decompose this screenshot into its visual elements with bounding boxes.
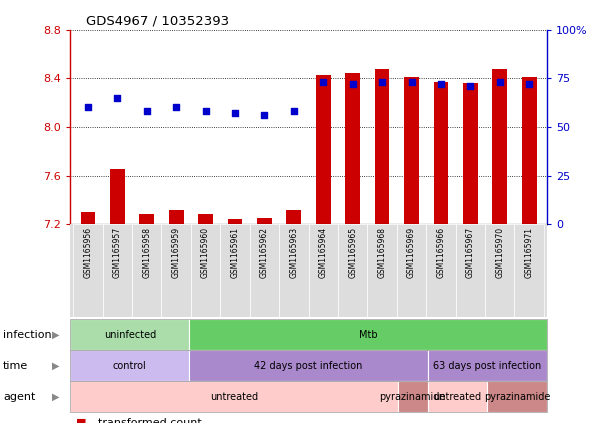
- Bar: [397, 224, 426, 317]
- Point: [83, 104, 93, 111]
- Bar: [189, 319, 547, 350]
- Bar: [434, 82, 448, 224]
- Bar: [70, 319, 547, 350]
- Bar: [73, 224, 103, 317]
- Text: GSM1165971: GSM1165971: [525, 227, 533, 278]
- Bar: [103, 224, 132, 317]
- Bar: [191, 224, 221, 317]
- Bar: [70, 381, 547, 412]
- Point: [495, 79, 505, 85]
- Point: [260, 112, 269, 118]
- Text: control: control: [113, 361, 147, 371]
- Bar: [456, 224, 485, 317]
- Bar: [279, 224, 309, 317]
- Text: time: time: [3, 361, 28, 371]
- Text: GSM1165960: GSM1165960: [201, 227, 210, 278]
- Text: GSM1165957: GSM1165957: [113, 227, 122, 278]
- Text: GSM1165961: GSM1165961: [230, 227, 240, 278]
- Text: 63 days post infection: 63 days post infection: [433, 361, 541, 371]
- Bar: [287, 210, 301, 224]
- Text: GSM1165966: GSM1165966: [436, 227, 445, 278]
- Bar: [81, 212, 95, 224]
- Text: pyrazinamide: pyrazinamide: [484, 392, 551, 401]
- Text: GDS4967 / 10352393: GDS4967 / 10352393: [86, 15, 229, 28]
- Bar: [514, 224, 544, 317]
- Text: GSM1165967: GSM1165967: [466, 227, 475, 278]
- Point: [112, 94, 122, 101]
- Bar: [375, 69, 389, 224]
- Point: [142, 108, 152, 115]
- Bar: [398, 381, 428, 412]
- Text: GSM1165963: GSM1165963: [290, 227, 298, 278]
- Text: GSM1165965: GSM1165965: [348, 227, 357, 278]
- Text: ▶: ▶: [52, 330, 59, 340]
- Bar: [485, 224, 514, 317]
- Text: pyrazinamide: pyrazinamide: [379, 392, 446, 401]
- Text: GSM1165956: GSM1165956: [84, 227, 92, 278]
- Bar: [488, 381, 547, 412]
- Text: GSM1165962: GSM1165962: [260, 227, 269, 278]
- Bar: [221, 224, 250, 317]
- Text: uninfected: uninfected: [104, 330, 156, 340]
- Point: [230, 110, 240, 117]
- Text: transformed count: transformed count: [98, 418, 202, 423]
- Bar: [428, 350, 547, 381]
- Text: GSM1165958: GSM1165958: [142, 227, 152, 278]
- Bar: [426, 224, 456, 317]
- Bar: [139, 214, 154, 224]
- Point: [289, 108, 299, 115]
- Point: [200, 108, 210, 115]
- Text: infection: infection: [3, 330, 52, 340]
- Text: Mtb: Mtb: [359, 330, 378, 340]
- Bar: [169, 210, 183, 224]
- Bar: [522, 77, 536, 224]
- Text: GSM1165964: GSM1165964: [319, 227, 327, 278]
- Point: [318, 79, 328, 85]
- Text: untreated: untreated: [210, 392, 258, 401]
- Text: ▶: ▶: [52, 392, 59, 401]
- Bar: [492, 69, 507, 224]
- Bar: [428, 381, 488, 412]
- Bar: [198, 214, 213, 224]
- Bar: [345, 74, 360, 224]
- Text: 42 days post infection: 42 days post infection: [254, 361, 363, 371]
- Point: [171, 104, 181, 111]
- Bar: [404, 77, 419, 224]
- Point: [407, 79, 417, 85]
- Text: GSM1165959: GSM1165959: [172, 227, 181, 278]
- Bar: [228, 220, 243, 224]
- Bar: [70, 224, 547, 317]
- Bar: [189, 350, 428, 381]
- Text: GSM1165968: GSM1165968: [378, 227, 387, 278]
- Point: [348, 81, 357, 88]
- Bar: [161, 224, 191, 317]
- Text: GSM1165969: GSM1165969: [407, 227, 416, 278]
- Text: ▶: ▶: [52, 361, 59, 371]
- Bar: [463, 83, 478, 224]
- Point: [524, 81, 534, 88]
- Bar: [70, 319, 189, 350]
- Bar: [338, 224, 367, 317]
- Point: [436, 81, 446, 88]
- Bar: [367, 224, 397, 317]
- Text: GSM1165970: GSM1165970: [496, 227, 504, 278]
- Bar: [70, 350, 547, 381]
- Text: ■: ■: [76, 418, 87, 423]
- Point: [377, 79, 387, 85]
- Bar: [70, 381, 398, 412]
- Bar: [316, 74, 331, 224]
- Bar: [70, 350, 189, 381]
- Bar: [132, 224, 161, 317]
- Point: [466, 82, 475, 89]
- Bar: [257, 218, 272, 224]
- Bar: [250, 224, 279, 317]
- Text: untreated: untreated: [433, 392, 481, 401]
- Bar: [309, 224, 338, 317]
- Bar: [110, 170, 125, 224]
- Text: agent: agent: [3, 392, 35, 401]
